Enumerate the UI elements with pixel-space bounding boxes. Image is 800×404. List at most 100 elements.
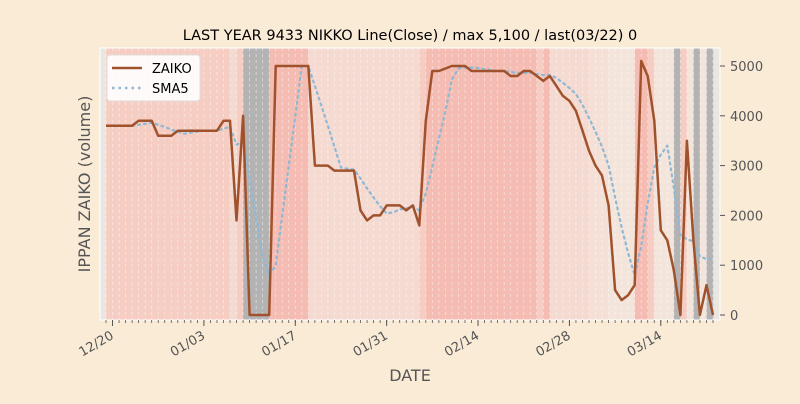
day-band [158, 48, 166, 320]
day-band [628, 48, 635, 320]
day-band [438, 48, 446, 320]
y-axis-label: IPPAN ZAIKO (volume) [75, 96, 94, 273]
day-band [478, 48, 485, 320]
day-band [504, 48, 511, 320]
day-band [184, 48, 192, 320]
day-band [106, 48, 113, 320]
day-band [615, 48, 622, 320]
day-band [125, 48, 133, 320]
day-band [484, 48, 492, 320]
y-tick-label: 0 [730, 309, 738, 324]
day-band [575, 48, 583, 320]
day-band [288, 48, 296, 320]
day-band [223, 48, 231, 320]
legend-box [106, 54, 201, 102]
x-tick-label: 01/31 [351, 328, 391, 360]
day-band [367, 48, 374, 320]
day-band [119, 48, 126, 320]
plot-area [99, 47, 721, 321]
day-band [314, 48, 322, 320]
series-lines [106, 59, 715, 317]
day-band [497, 48, 505, 320]
day-band [412, 48, 420, 320]
x-tick-label: 12/20 [77, 328, 117, 360]
day-band [464, 48, 472, 320]
day-band [99, 48, 107, 320]
x-tick-label: 01/03 [168, 328, 208, 360]
day-band [164, 48, 172, 320]
x-axis: 12/20 01/03 01/17 01/31 02/14 02/28 03/14 [77, 320, 714, 360]
day-band [203, 48, 211, 320]
day-band [321, 48, 329, 320]
day-band [262, 48, 270, 320]
day-band [275, 48, 283, 320]
day-band [673, 48, 681, 320]
day-band [569, 48, 577, 320]
day-band [491, 48, 498, 320]
x-tick-label: 03/14 [625, 328, 665, 360]
legend-sma5-label: SMA5 [152, 82, 189, 97]
day-band [216, 48, 224, 320]
day-band [327, 48, 335, 320]
day-band [308, 48, 316, 320]
day-band [543, 48, 551, 320]
day-band [380, 48, 387, 320]
day-band [282, 48, 290, 320]
day-band [112, 48, 120, 320]
legend-zaiko-label: ZAIKO [152, 62, 192, 77]
day-band [151, 48, 159, 320]
day-band [523, 48, 531, 320]
series-sma5-line [131, 64, 715, 277]
y-tick-label: 4000 [730, 110, 763, 125]
y-tick-label: 2000 [730, 209, 763, 224]
day-band [680, 48, 688, 320]
day-band [451, 48, 459, 320]
day-band [197, 48, 205, 320]
day-band [530, 48, 538, 320]
day-band [432, 48, 440, 320]
day-band [132, 48, 139, 320]
y-tick-label: 3000 [730, 160, 763, 175]
day-band [536, 48, 544, 320]
day-band [190, 48, 198, 320]
day-band [145, 48, 152, 320]
day-band [249, 48, 257, 320]
day-band [138, 48, 146, 320]
legend: ZAIKO SMA5 [106, 54, 201, 102]
day-band [295, 48, 303, 320]
day-band [706, 48, 714, 320]
day-band [386, 48, 394, 320]
day-band [347, 48, 355, 320]
chart-title: LAST YEAR 9433 NIKKO Line(Close) / max 5… [183, 28, 638, 44]
day-band [556, 48, 564, 320]
day-band [588, 48, 596, 320]
day-band [301, 48, 309, 320]
x-tick-label: 02/28 [533, 328, 573, 360]
day-band [445, 48, 453, 320]
day-band [334, 48, 342, 320]
day-band [562, 48, 570, 320]
day-band [660, 48, 668, 320]
day-band [399, 48, 407, 320]
day-band [425, 48, 433, 320]
day-band [667, 48, 675, 320]
day-band [549, 48, 557, 320]
day-band [621, 48, 629, 320]
day-band [177, 48, 185, 320]
x-tick-label: 02/14 [442, 328, 482, 360]
day-band [582, 48, 590, 320]
day-band [641, 48, 649, 320]
x-axis-label: DATE [389, 366, 431, 385]
day-band [406, 48, 414, 320]
day-band [340, 48, 348, 320]
series-zaiko-line [106, 59, 715, 317]
x-tick-label: 01/17 [259, 328, 299, 360]
day-band [471, 48, 479, 320]
day-band [602, 48, 609, 320]
background-bands [99, 48, 720, 320]
day-band [699, 48, 707, 320]
y-tick-label: 1000 [730, 259, 763, 274]
day-band [693, 48, 701, 320]
day-band [510, 48, 518, 320]
